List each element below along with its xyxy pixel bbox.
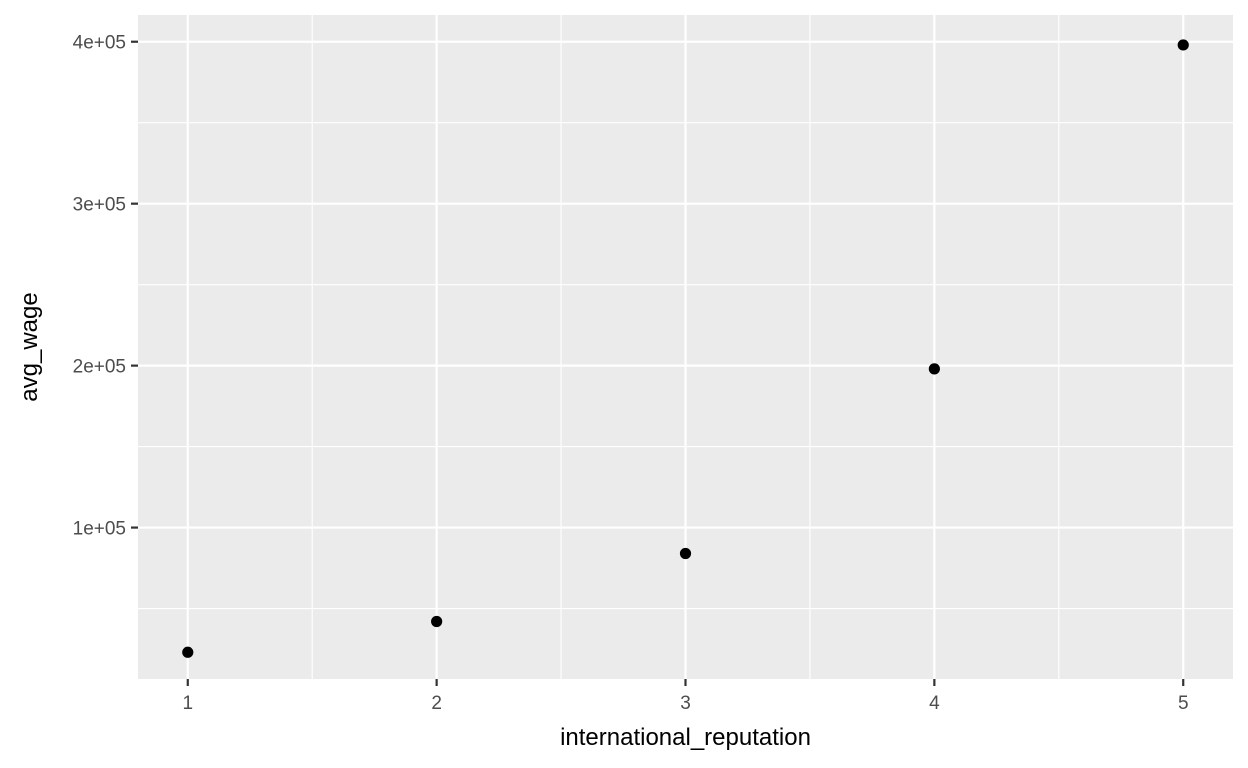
data-point — [182, 646, 194, 658]
x-tick-label: 4 — [929, 693, 940, 714]
y-tick-label: 3e+05 — [73, 195, 126, 216]
x-axis: 1 2 3 4 5 — [182, 679, 1189, 714]
y-tick-label: 1e+05 — [73, 519, 126, 540]
y-axis: 1e+05 2e+05 3e+05 4e+05 — [73, 33, 138, 540]
y-axis-title: avg_wage — [16, 292, 43, 401]
x-axis-title: international_reputation — [560, 724, 811, 751]
data-point — [431, 615, 443, 628]
data-points — [182, 39, 1189, 658]
x-tick-label: 2 — [431, 693, 442, 714]
y-tick-label: 4e+05 — [73, 33, 126, 54]
y-tick-label: 2e+05 — [73, 357, 126, 378]
data-point — [679, 547, 692, 560]
x-tick-label: 1 — [182, 693, 193, 714]
major-gridlines — [138, 15, 1233, 679]
data-point — [928, 363, 940, 375]
data-point — [1177, 39, 1189, 51]
x-tick-label: 3 — [680, 693, 691, 714]
x-tick-label: 5 — [1178, 693, 1189, 714]
